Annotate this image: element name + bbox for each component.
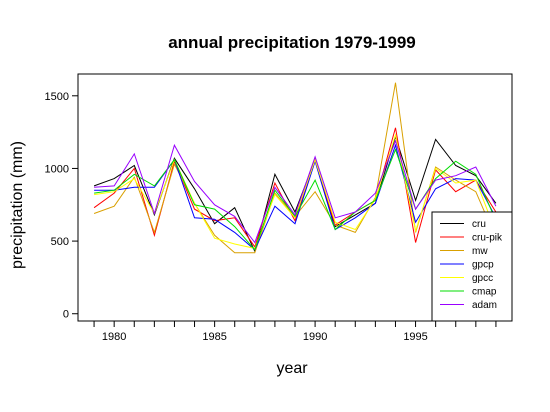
x-tick-label-1985: 1985 [202, 331, 226, 343]
chart-title: annual precipitation 1979-1999 [168, 33, 416, 52]
legend-label-cru: cru [472, 219, 486, 230]
y-tick-label-1000: 1000 [45, 163, 69, 175]
x-tick-label-1995: 1995 [403, 331, 427, 343]
series-line-gpcp [94, 143, 497, 251]
y-tick-label-1500: 1500 [45, 91, 69, 103]
axes: 1980 1985 1990 1995 0 500 1000 1500 [45, 91, 497, 343]
legend-label-cru-pik: cru-pik [472, 233, 503, 244]
y-axis-label: precipitation (mm) [9, 141, 26, 269]
series-line-adam [94, 139, 497, 244]
series-line-cmap [94, 148, 497, 251]
x-tick-label-1980: 1980 [102, 331, 126, 343]
legend-label-adam: adam [472, 300, 497, 311]
legend-label-mw: mw [472, 246, 488, 257]
legend: cru cru-pik mw gpcp gpcc cmap adam [431, 211, 513, 322]
legend-label-gpcp: gpcp [472, 260, 494, 271]
series-lines [93, 82, 497, 254]
y-tick-label-0: 0 [63, 309, 69, 321]
x-tick-label-1990: 1990 [303, 331, 327, 343]
legend-label-cmap: cmap [472, 287, 497, 298]
legend-label-gpcc: gpcc [472, 273, 493, 284]
legend-box [431, 211, 513, 322]
y-tick-label-500: 500 [51, 236, 69, 248]
x-axis-label: year [276, 360, 308, 377]
